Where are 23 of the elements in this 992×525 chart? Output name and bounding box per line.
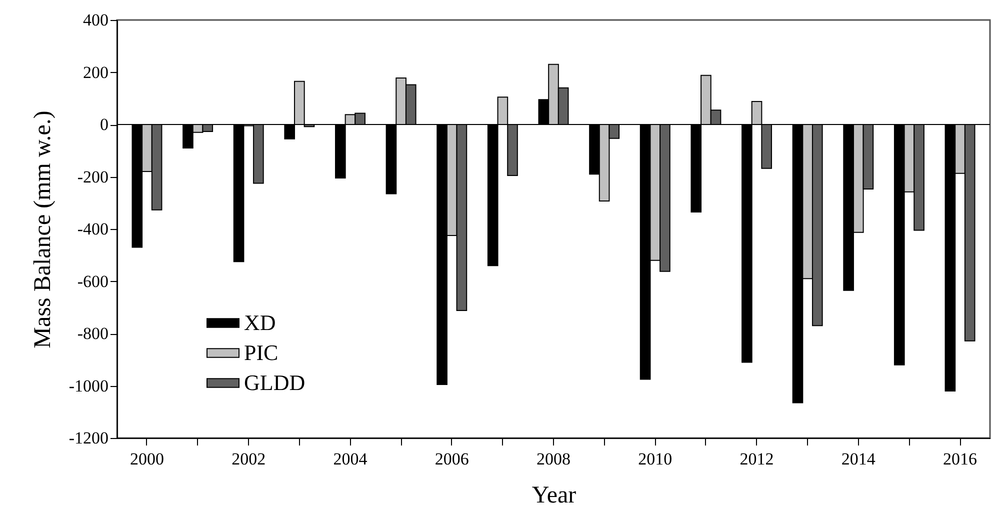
y-tick-label: -200 bbox=[77, 167, 108, 186]
legend-label: XD bbox=[244, 310, 276, 335]
x-tick-label: 2000 bbox=[130, 450, 164, 468]
x-tick-label: 2016 bbox=[943, 450, 978, 468]
y-tick-label: 400 bbox=[83, 10, 108, 30]
x-tick-label: 2006 bbox=[434, 450, 469, 468]
y-tick-label: -1200 bbox=[68, 428, 108, 448]
y-tick-label: -400 bbox=[77, 220, 108, 238]
x-axis-title: Year bbox=[532, 482, 576, 508]
y-tick-label: -600 bbox=[77, 272, 108, 291]
y-tick-label: 200 bbox=[83, 62, 108, 82]
x-tick-label: 2002 bbox=[232, 450, 266, 468]
x-tick-label: 2008 bbox=[536, 450, 570, 468]
x-tick-label: 2012 bbox=[740, 450, 774, 468]
x-tick-label: 2014 bbox=[841, 450, 876, 468]
y-tick-label: 0 bbox=[100, 115, 108, 134]
y-tick-label: -1000 bbox=[68, 376, 108, 396]
y-axis-title: Mass Balance (mm w.e.) bbox=[30, 110, 56, 348]
x-tick-label: 2010 bbox=[638, 450, 672, 468]
x-tick-label: 2004 bbox=[333, 450, 368, 468]
legend-label: PIC bbox=[244, 340, 278, 365]
y-tick-label: -800 bbox=[77, 324, 108, 343]
legend-label: GLDD bbox=[244, 370, 306, 395]
